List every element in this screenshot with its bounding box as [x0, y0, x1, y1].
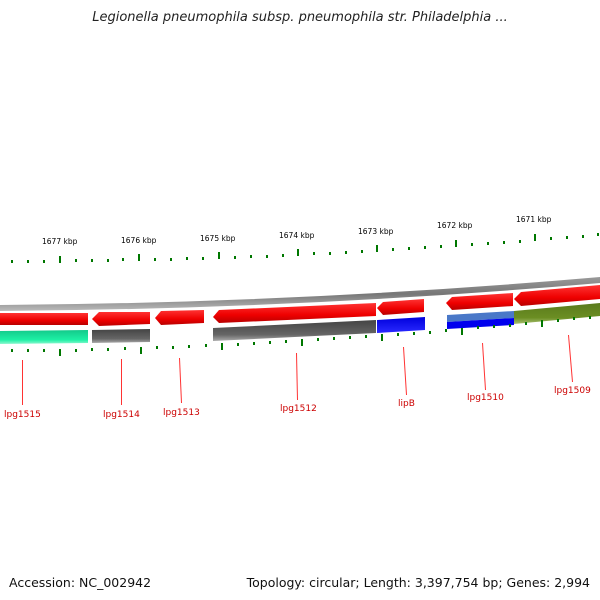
- cog-bar-lpg1512: [213, 320, 376, 341]
- accession-text: Accession: NC_002942: [9, 575, 152, 590]
- gene-lpg1513[interactable]: [155, 310, 204, 325]
- scale-label: 1671 kbp: [516, 215, 552, 224]
- gene-label-lpg1510[interactable]: lpg1510: [467, 393, 504, 403]
- lower-scale-ticks: [11, 316, 591, 356]
- leader-line: [482, 342, 486, 391]
- label-leaders: [22, 334, 573, 405]
- gene-labels: lpg1515 lpg1514 lpg1513 lpg1512 lipB lpg…: [4, 386, 591, 420]
- gene-label-lipB[interactable]: lipB: [398, 399, 415, 409]
- leader-line: [568, 334, 573, 383]
- gene-strand-features: [0, 285, 600, 326]
- cog-bar-lpg1514: [92, 329, 150, 343]
- scale-labels: 1677 kbp 1676 kbp 1675 kbp 1674 kbp 1673…: [42, 215, 552, 246]
- scale-label: 1677 kbp: [42, 237, 78, 246]
- cog-bar-lpg1515: [0, 330, 88, 344]
- genome-summary-text: Topology: circular; Length: 3,397,754 bp…: [246, 575, 590, 590]
- scale-label: 1676 kbp: [121, 236, 157, 245]
- leader-line: [179, 357, 182, 404]
- cog-bar-lpg1510-top: [447, 311, 514, 322]
- gene-label-lpg1514[interactable]: lpg1514: [103, 410, 140, 420]
- scale-label: 1674 kbp: [279, 231, 315, 240]
- gene-lpg1515[interactable]: [0, 313, 88, 325]
- backbone-arc: [0, 277, 600, 311]
- gene-label-lpg1513[interactable]: lpg1513: [163, 408, 200, 418]
- leader-line: [403, 346, 407, 396]
- cog-bar-lpg1509: [514, 303, 600, 324]
- gene-lpg1514[interactable]: [92, 312, 150, 326]
- leader-line: [296, 352, 298, 401]
- gene-lpg1510[interactable]: [446, 293, 513, 310]
- gene-label-lpg1512[interactable]: lpg1512: [280, 404, 317, 414]
- scale-label: 1673 kbp: [358, 227, 394, 236]
- cog-bar-lipB: [377, 317, 425, 333]
- gene-lipB[interactable]: [377, 299, 424, 315]
- gene-label-lpg1515[interactable]: lpg1515: [4, 410, 41, 420]
- scale-label: 1675 kbp: [200, 234, 236, 243]
- cog-bar-lpg1510-bottom: [447, 318, 514, 329]
- gene-label-lpg1509[interactable]: lpg1509: [554, 386, 591, 396]
- cog-bars: [0, 303, 600, 344]
- map-title: Legionella pneumophila subsp. pneumophil…: [92, 10, 508, 25]
- gene-lpg1509[interactable]: [514, 285, 600, 306]
- upper-scale-ticks: [11, 233, 599, 263]
- gene-lpg1512[interactable]: [213, 303, 376, 323]
- scale-label: 1672 kbp: [437, 221, 473, 230]
